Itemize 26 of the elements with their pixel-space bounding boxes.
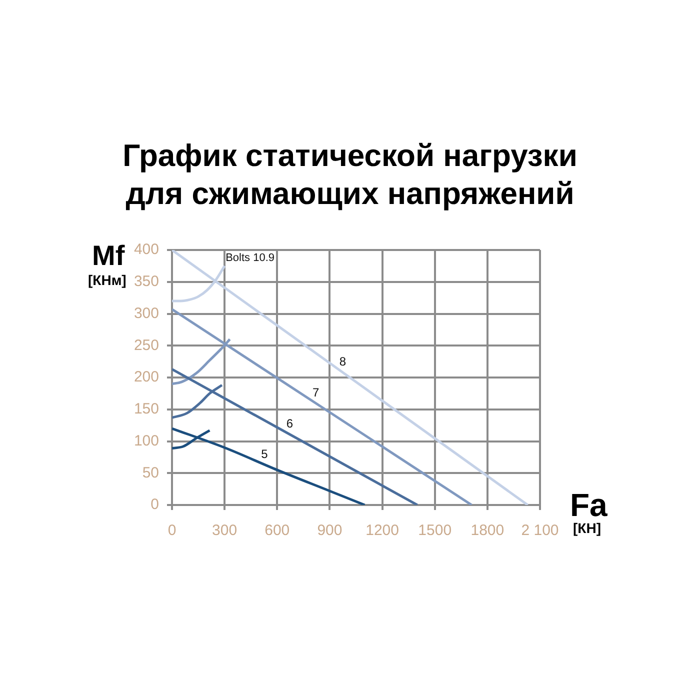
y-tick-label: 400 xyxy=(134,241,159,258)
x-tick-label: 900 xyxy=(317,522,342,540)
y-tick-label: 150 xyxy=(134,400,159,418)
x-tick-label: 1200 xyxy=(366,522,399,540)
series-label: 8 xyxy=(339,354,346,369)
series-label: 7 xyxy=(312,386,320,400)
annotation: Bolts 10.9 xyxy=(226,252,274,264)
y-tick-label: 300 xyxy=(134,304,159,322)
x-tick-label: 0 xyxy=(168,522,176,540)
x-tick-label: 1500 xyxy=(418,522,452,540)
y-tick-label: 250 xyxy=(134,336,159,354)
y-tick-label: 0 xyxy=(150,496,159,514)
x-tick-label: 600 xyxy=(264,522,290,540)
series-label: 6 xyxy=(286,416,294,431)
y-tick-label: 100 xyxy=(134,432,159,450)
y-axis-title: Mf [КНм] xyxy=(88,240,126,288)
x-tick-label: 2 100 xyxy=(521,522,559,540)
line-series xyxy=(172,427,366,505)
series-label: 5 xyxy=(261,446,268,461)
y-tick-label: 200 xyxy=(134,368,159,386)
x-tick-label: 300 xyxy=(212,522,238,540)
x-tick-label: 1800 xyxy=(470,522,504,540)
y-tick-label: 50 xyxy=(142,464,159,482)
y-tick-label: 350 xyxy=(134,273,159,290)
chart-title: График статической нагрузки для сжимающих напряжений xyxy=(122,137,578,213)
x-axis-title: Fa [КН] xyxy=(570,487,608,536)
